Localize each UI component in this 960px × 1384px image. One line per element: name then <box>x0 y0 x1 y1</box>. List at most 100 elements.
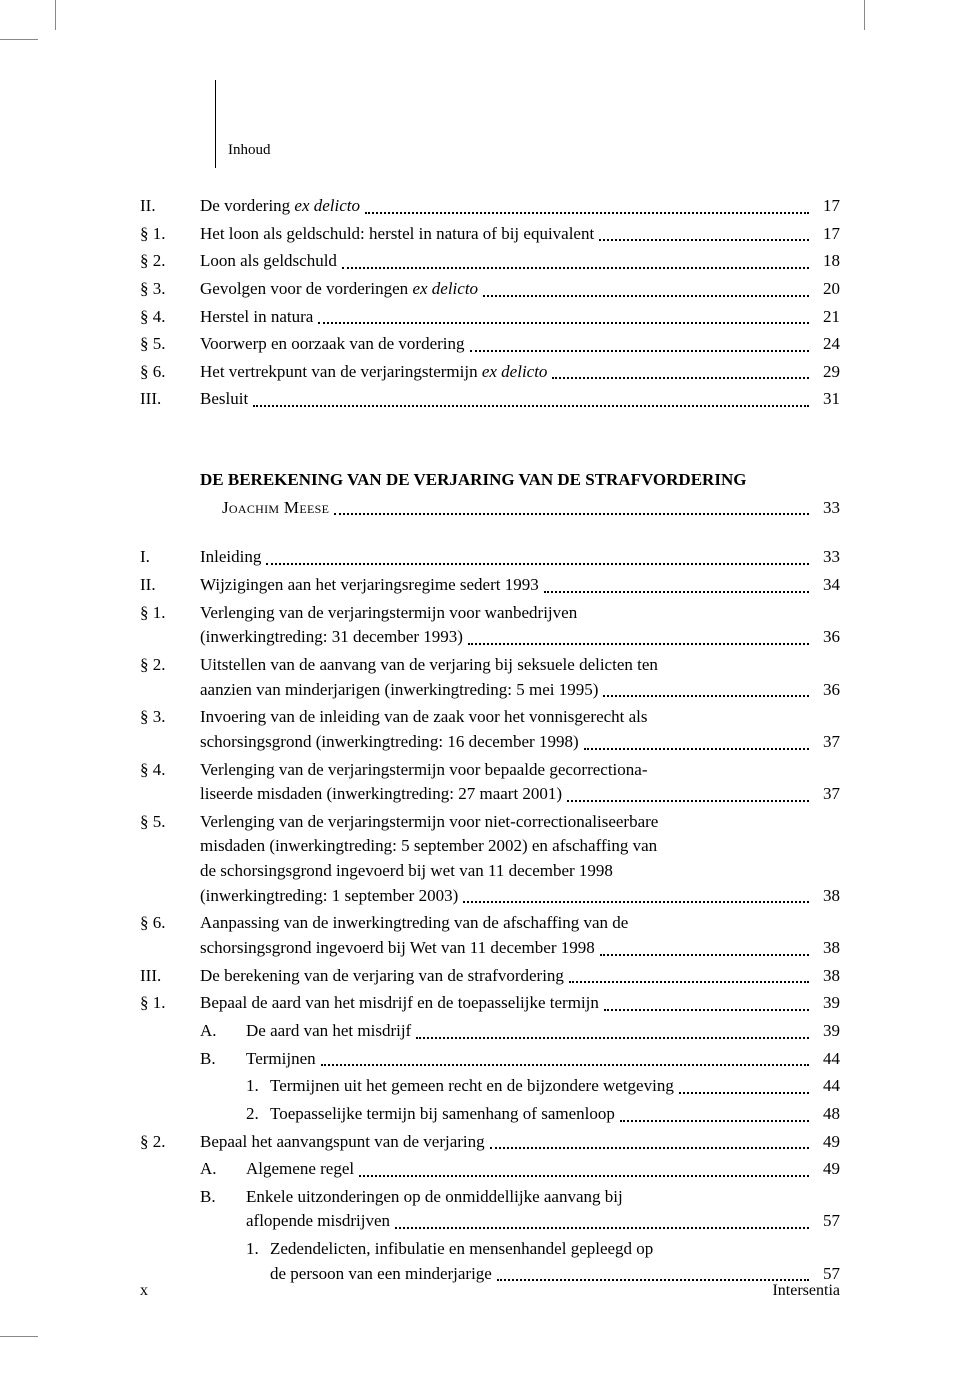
toc-number: § 4. <box>140 305 200 330</box>
toc-entry: § 1. Verlenging van de verjaringstermijn… <box>140 601 840 650</box>
toc-page: 38 <box>814 936 840 961</box>
toc-leader <box>544 591 809 593</box>
toc-subsubentry: 1. Termijnen uit het gemeen recht en de … <box>140 1074 840 1099</box>
toc-leader <box>266 563 809 565</box>
toc-subnum: 1. <box>246 1074 270 1099</box>
toc-page: 49 <box>814 1157 840 1182</box>
toc-leader <box>318 322 809 324</box>
toc-text: Herstel in natura <box>200 305 313 330</box>
toc-text: Gevolgen voor de vorderingen ex delicto <box>200 277 478 302</box>
toc-leader <box>342 267 809 269</box>
toc-number: I. <box>140 545 200 570</box>
toc-entry: § 6. Aanpassing van de inwerkingtreding … <box>140 911 840 960</box>
toc-text: Verlenging van de verjaringstermijn voor… <box>200 601 577 626</box>
toc-number: § 3. <box>140 277 200 302</box>
toc-subentry: B. Enkele uitzonderingen op de onmiddell… <box>140 1185 840 1234</box>
toc-text: Bepaal het aanvangspunt van de verjaring <box>200 1130 485 1155</box>
toc-subnum: 2. <box>246 1102 270 1127</box>
chapter-title: DE BEREKENING VAN DE VERJARING VAN DE ST… <box>140 468 840 493</box>
page-number: x <box>140 1279 148 1302</box>
toc-number: II. <box>140 573 200 598</box>
toc-number: § 2. <box>140 1130 200 1155</box>
toc-text: aflopende misdrijven <box>246 1209 390 1234</box>
toc-text: liseerde misdaden (inwerkingtreding: 27 … <box>200 782 562 807</box>
toc-page: 36 <box>814 678 840 703</box>
toc-entry: § 2. Uitstellen van de aanvang van de ve… <box>140 653 840 702</box>
crop-mark <box>55 0 56 30</box>
toc-text: aanzien van minderjarigen (inwerkingtred… <box>200 678 598 703</box>
toc-entry: § 6. Het vertrekpunt van de verjaringste… <box>140 360 840 385</box>
toc-text: de schorsingsgrond ingevoerd bij wet van… <box>200 859 613 884</box>
toc-subentry: A. Algemene regel 49 <box>140 1157 840 1182</box>
toc-leader <box>490 1147 809 1149</box>
toc-page: 17 <box>814 222 840 247</box>
toc-section-1: II. De vordering ex delicto 17 § 1. Het … <box>140 194 840 412</box>
crop-mark <box>0 39 38 40</box>
toc-text: Voorwerp en oorzaak van de vordering <box>200 332 465 357</box>
toc-leader <box>468 643 809 645</box>
toc-number: § 2. <box>140 249 200 274</box>
toc-number: § 2. <box>140 653 200 702</box>
toc-text: Bepaal de aard van het misdrijf en de to… <box>200 991 599 1016</box>
toc-number: § 4. <box>140 758 200 807</box>
toc-leader <box>334 513 809 515</box>
toc-text: schorsingsgrond ingevoerd bij Wet van 11… <box>200 936 595 961</box>
chapter-author-row: Joachim Meese 33 <box>140 496 840 521</box>
toc-leader <box>253 405 809 407</box>
toc-leader <box>620 1120 809 1122</box>
toc-text: Enkele uitzonderingen op de onmiddellijk… <box>246 1185 623 1210</box>
toc-text: Loon als geldschuld <box>200 249 337 274</box>
toc-text: De vordering ex delicto <box>200 194 360 219</box>
toc-text: Algemene regel <box>246 1157 354 1182</box>
toc-text: Uitstellen van de aanvang van de verjari… <box>200 653 658 678</box>
toc-text: Het vertrekpunt van de verjaringstermijn… <box>200 360 547 385</box>
toc-leader <box>604 1009 809 1011</box>
toc-page: 18 <box>814 249 840 274</box>
toc-entry: § 2. Loon als geldschuld 18 <box>140 249 840 274</box>
toc-page: 39 <box>814 991 840 1016</box>
toc-text: Aanpassing van de inwerkingtreding van d… <box>200 911 628 936</box>
toc-leader <box>395 1227 809 1229</box>
toc-page: 49 <box>814 1130 840 1155</box>
toc-page: 36 <box>814 625 840 650</box>
toc-page: 17 <box>814 194 840 219</box>
toc-page: 34 <box>814 573 840 598</box>
toc-letter: A. <box>200 1157 246 1182</box>
toc-number: § 6. <box>140 911 200 960</box>
toc-entry: I. Inleiding 33 <box>140 545 840 570</box>
toc-entry: § 5. Voorwerp en oorzaak van de vorderin… <box>140 332 840 357</box>
toc-leader <box>552 377 809 379</box>
toc-text: Zedendelicten, infibulatie en mensenhand… <box>270 1237 653 1262</box>
toc-page: 37 <box>814 730 840 755</box>
toc-text: Besluit <box>200 387 248 412</box>
toc-subentry: B. Termijnen 44 <box>140 1047 840 1072</box>
toc-leader <box>483 295 809 297</box>
toc-letter: B. <box>200 1185 246 1234</box>
toc-text: (inwerkingtreding: 1 september 2003) <box>200 884 458 909</box>
toc-page: 33 <box>814 545 840 570</box>
toc-number: § 1. <box>140 222 200 247</box>
toc-text: De berekening van de verjaring van de st… <box>200 964 564 989</box>
toc-page: 39 <box>814 1019 840 1044</box>
crop-mark <box>864 0 865 30</box>
toc-page: 44 <box>814 1047 840 1072</box>
toc-entry: § 2. Bepaal het aanvangspunt van de verj… <box>140 1130 840 1155</box>
toc-page: 38 <box>814 884 840 909</box>
toc-leader <box>679 1092 809 1094</box>
toc-entry: § 1. Bepaal de aard van het misdrijf en … <box>140 991 840 1016</box>
toc-entry: § 5. Verlenging van de verjaringstermijn… <box>140 810 840 909</box>
toc-leader <box>599 239 809 241</box>
toc-text: misdaden (inwerkingtreding: 5 september … <box>200 834 657 859</box>
toc-page: 31 <box>814 387 840 412</box>
toc-page: 38 <box>814 964 840 989</box>
toc-leader <box>470 350 809 352</box>
toc-page: 37 <box>814 782 840 807</box>
toc-text: De aard van het misdrijf <box>246 1019 411 1044</box>
toc-leader <box>603 695 809 697</box>
toc-leader <box>567 800 809 802</box>
toc-text: Inleiding <box>200 545 261 570</box>
toc-number: § 6. <box>140 360 200 385</box>
toc-page: 33 <box>814 496 840 521</box>
toc-text: (inwerkingtreding: 31 december 1993) <box>200 625 463 650</box>
toc-leader <box>569 981 809 983</box>
